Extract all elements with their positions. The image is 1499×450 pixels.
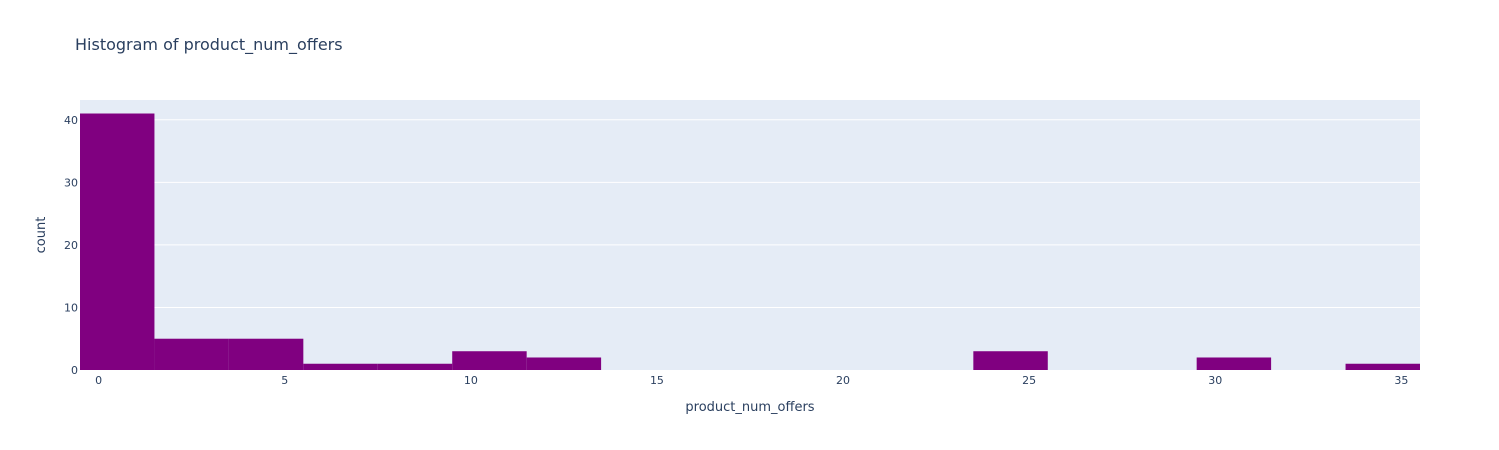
histogram-bar [1345, 363, 1420, 370]
x-tick-label: 15 [650, 374, 664, 387]
histogram-bar [526, 357, 602, 370]
y-axis-ticks: 0 10 20 30 40 [64, 114, 78, 377]
chart-title: Histogram of product_num_offers [75, 35, 343, 55]
y-axis-title: count [34, 217, 49, 254]
gridlines [80, 119, 1420, 308]
histogram-bar [228, 338, 304, 370]
y-tick-label: 20 [64, 239, 78, 252]
x-tick-label: 0 [95, 374, 102, 387]
histogram-bar [80, 113, 155, 370]
x-tick-label: 25 [1022, 374, 1036, 387]
x-tick-label: 30 [1208, 374, 1222, 387]
histogram-bar [303, 363, 378, 370]
x-tick-label: 5 [281, 374, 288, 387]
x-axis-ticks: 0 5 10 15 20 25 30 35 [95, 374, 1408, 387]
x-tick-label: 20 [836, 374, 850, 387]
histogram-bar [377, 363, 453, 370]
y-tick-label: 0 [71, 364, 78, 377]
x-tick-label: 10 [464, 374, 478, 387]
histogram-bar [973, 351, 1048, 370]
x-axis-title: product_num_offers [685, 400, 814, 415]
histogram-bar [1196, 357, 1272, 370]
y-tick-label: 30 [64, 176, 78, 189]
x-tick-label: 35 [1394, 374, 1408, 387]
histogram-bar [154, 338, 229, 370]
plot-background [80, 100, 1420, 370]
histogram-bars [80, 113, 1420, 370]
y-tick-label: 10 [64, 301, 78, 314]
y-tick-label: 40 [64, 114, 78, 127]
histogram-bar [452, 351, 527, 370]
